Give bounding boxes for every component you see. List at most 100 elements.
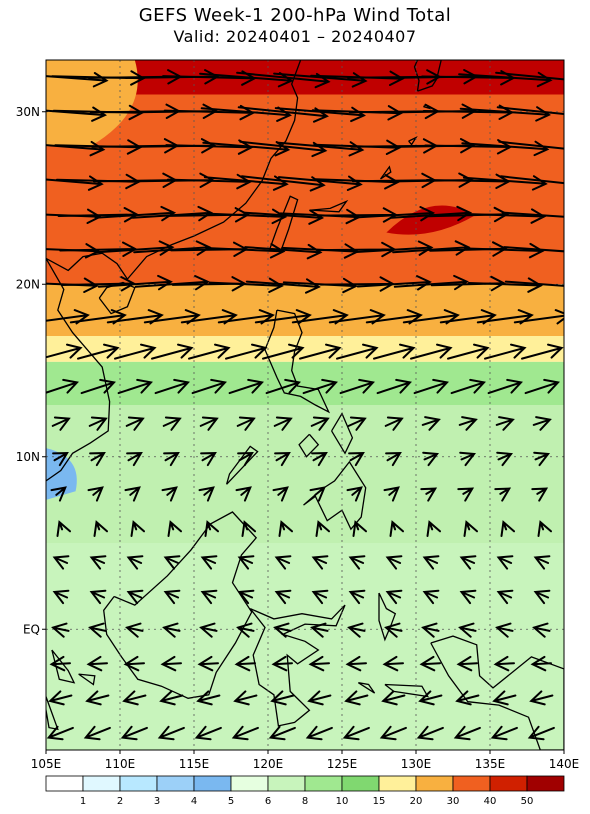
lon-tick-label: 135E xyxy=(475,757,506,771)
wind-vector xyxy=(124,486,141,502)
lat-tick-label: 10N xyxy=(16,450,40,464)
wind-band-1 xyxy=(46,94,564,285)
wind-vector xyxy=(347,622,366,638)
wind-vector xyxy=(52,452,69,467)
wind-vector xyxy=(276,141,365,157)
wind-vector xyxy=(533,451,551,467)
wind-vector xyxy=(421,622,440,638)
lon-tick-label: 110E xyxy=(105,757,136,771)
wind-vector xyxy=(344,690,369,706)
wind-vector xyxy=(97,274,173,291)
wind-vector xyxy=(274,106,366,123)
wind-vector xyxy=(457,487,475,502)
wind-vector xyxy=(494,487,512,502)
wind-vector xyxy=(83,725,111,741)
colorbar-swatch xyxy=(415,775,454,792)
wind-vector xyxy=(503,246,564,253)
wind-vector xyxy=(466,242,545,259)
wind-vector xyxy=(355,240,434,256)
wind-vector xyxy=(162,622,181,638)
wind-vector xyxy=(154,378,190,395)
wind-vector xyxy=(305,725,333,741)
wind-vector xyxy=(532,622,551,638)
wind-vector xyxy=(385,452,402,467)
coastline-10 xyxy=(249,604,346,727)
wind-vector xyxy=(422,451,440,467)
coastline-0 xyxy=(46,60,302,281)
wind-vector xyxy=(513,309,564,325)
wind-vector xyxy=(88,622,107,638)
coastline-20 xyxy=(310,199,349,213)
wind-vector xyxy=(278,520,293,537)
colorbar-label: 40 xyxy=(484,796,497,807)
coastline-9 xyxy=(103,511,258,699)
coastline-27 xyxy=(78,673,96,686)
wind-vector xyxy=(458,71,553,88)
wind-vector xyxy=(236,416,256,431)
coastline-12 xyxy=(357,682,376,694)
colorbar-label: 3 xyxy=(154,796,160,807)
colorbar-label: 10 xyxy=(336,796,349,807)
wind-vector xyxy=(527,725,555,741)
wind-vectors xyxy=(46,69,564,741)
wind-vector xyxy=(123,655,145,672)
wind-vector xyxy=(122,690,147,706)
wind-vector xyxy=(163,452,180,467)
wind-vector xyxy=(524,378,560,395)
wind-vector xyxy=(245,278,321,294)
wind-band-5 xyxy=(46,405,564,543)
wind-vector xyxy=(94,205,177,222)
colorbar-label: 8 xyxy=(302,796,308,807)
coastline-25 xyxy=(46,694,59,731)
wind-vector xyxy=(200,589,218,605)
wind-vector xyxy=(198,486,215,502)
wind-vector xyxy=(273,416,293,431)
wind-vector xyxy=(194,725,222,741)
wind-vector xyxy=(389,520,404,537)
colorbar: 1 2 3 4 5 6 8 10 15 20 30 40 50 xyxy=(45,775,565,807)
wind-vector xyxy=(262,343,305,360)
wind-vector xyxy=(422,555,440,570)
coastline-5 xyxy=(303,460,367,531)
coastline-4 xyxy=(264,309,331,414)
wind-vector xyxy=(199,416,219,431)
wind-vector xyxy=(237,452,254,467)
wind-vector xyxy=(86,655,108,672)
lon-tick-label: 105E xyxy=(31,757,62,771)
wind-vector xyxy=(496,106,564,115)
wind-vector xyxy=(273,72,368,88)
wind-vector xyxy=(533,555,551,570)
wind-vector xyxy=(352,520,367,537)
wind-vector xyxy=(80,378,116,395)
wind-vector xyxy=(496,555,514,570)
wind-vector xyxy=(310,622,329,638)
wind-vector xyxy=(458,416,478,431)
wind-vector xyxy=(484,343,527,360)
wind-vector xyxy=(311,589,329,605)
wind-vector xyxy=(487,378,523,395)
wind-vector xyxy=(77,343,120,360)
wind-vector xyxy=(271,655,293,672)
lon-tick-label: 125E xyxy=(327,757,358,771)
wind-vector xyxy=(270,690,295,706)
wind-vector xyxy=(501,211,564,218)
wind-vector xyxy=(530,655,552,672)
colorbar-label: 50 xyxy=(521,796,534,807)
wind-vector xyxy=(461,140,550,157)
wind-vector xyxy=(51,622,70,638)
coastline-22 xyxy=(408,136,418,146)
wind-vector xyxy=(531,487,549,502)
wind-vector xyxy=(311,452,328,467)
wind-vector xyxy=(48,690,73,706)
wind-vector xyxy=(385,589,403,605)
wind-vector xyxy=(308,655,330,672)
wind-vector xyxy=(459,555,477,570)
wind-vector xyxy=(529,690,554,706)
wind-vector xyxy=(241,520,256,537)
wind-vector xyxy=(163,589,181,605)
wind-vector xyxy=(447,343,490,360)
wind-vector xyxy=(96,240,175,256)
wind-vector xyxy=(462,175,548,191)
wind-band-4 xyxy=(46,361,564,405)
